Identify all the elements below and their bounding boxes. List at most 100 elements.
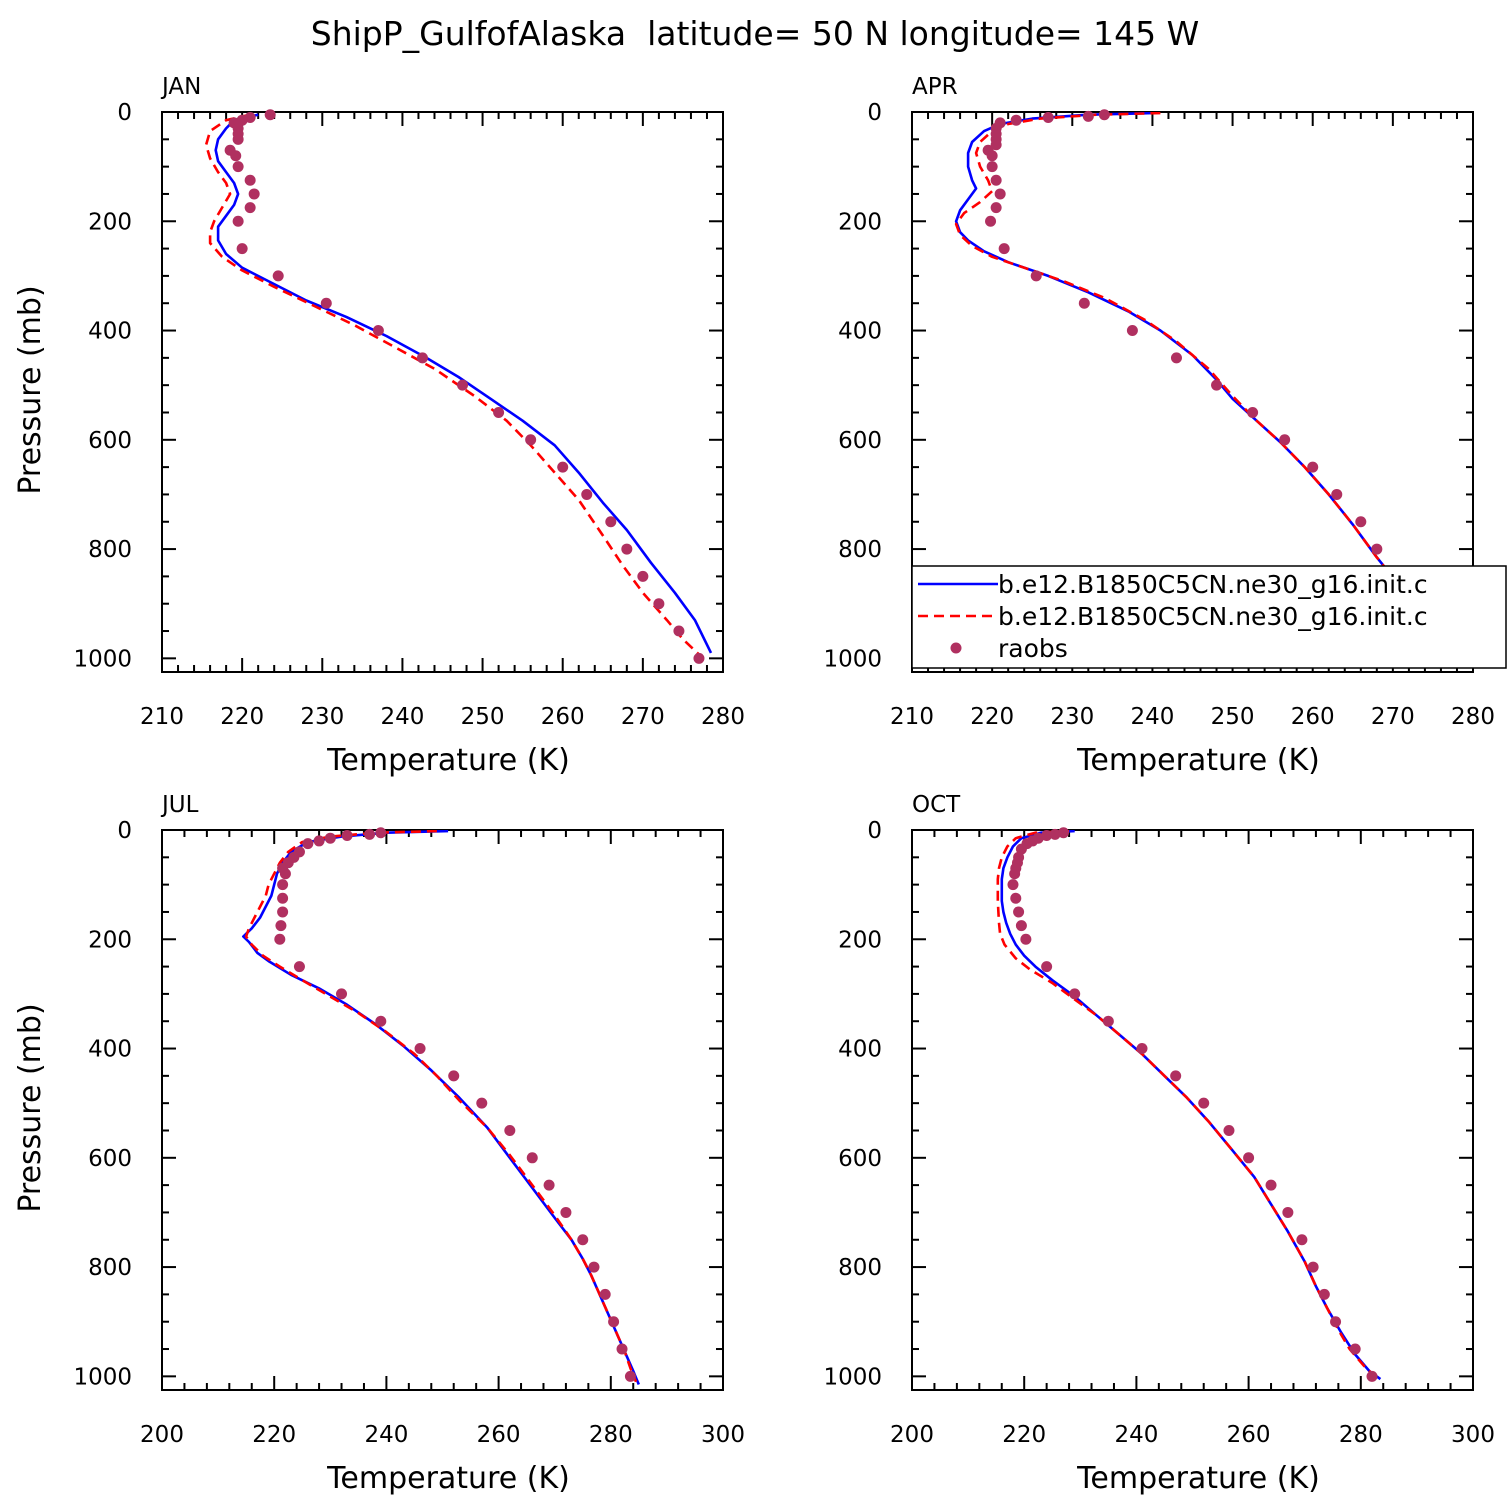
raobs-point [504,1124,516,1136]
raobs-point [1057,827,1069,839]
raobs-point [990,202,1002,214]
panel-title: JAN [160,74,201,100]
y-tick-label: 600 [88,1146,132,1172]
y-tick-label: 1000 [823,1364,882,1390]
y-tick-label: 200 [838,927,882,953]
raobs-point [526,1152,538,1164]
raobs-point [302,838,314,850]
y-tick-label: 800 [88,1255,132,1281]
raobs-point [605,516,617,528]
raobs-point [1223,1124,1235,1136]
raobs-point [1069,988,1081,1000]
raobs-point [998,243,1010,255]
x-axis-title: Temperature (K) [326,743,570,778]
y-tick-label: 600 [838,1146,882,1172]
x-tick-label: 280 [1339,1422,1383,1448]
legend: b.e12.B1850C5CN.ne30_g16.init.c b.e12.B18… [911,565,1507,669]
raobs-point [1349,1343,1361,1355]
plot-frame [911,111,1474,673]
raobs-point [1198,1097,1210,1109]
raobs-point [244,174,256,186]
raobs-point [414,1043,426,1055]
raobs-point [1082,110,1094,122]
y-tick-label: 400 [88,319,132,345]
raobs-point [990,174,1002,186]
raobs-point [375,827,387,839]
y-tick-label: 1000 [823,646,882,672]
raobs-point [986,150,998,162]
raobs-point [244,202,256,214]
raobs-point [1030,270,1042,282]
raobs-point [1049,828,1061,840]
raobs-point [1010,892,1022,904]
x-tick-label: 280 [589,1422,633,1448]
raobs-point [653,598,665,610]
x-tick-label: 260 [541,704,585,730]
raobs-point [457,379,469,391]
y-tick-label: 200 [88,209,132,235]
x-axis-title: Temperature (K) [326,1461,570,1496]
raobs-point [525,434,537,446]
raobs-point [232,215,244,227]
x-tick-label: 220 [252,1422,296,1448]
raobs-point [1170,1070,1182,1082]
raobs-point [1041,961,1053,973]
raobs-point [1307,1261,1319,1273]
raobs-point [277,906,289,918]
x-tick-label: 210 [140,704,184,730]
raobs-point [1042,111,1054,123]
y-tick-label: 800 [838,1255,882,1281]
x-tick-label: 240 [1130,704,1174,730]
raobs-point [637,570,649,582]
raobs-point [277,879,289,891]
legend-box [911,565,1507,669]
raobs-point [375,1015,387,1027]
raobs-point [248,188,260,200]
raobs-point [1331,488,1343,500]
x-tick-label: 300 [1451,1422,1495,1448]
raobs-point [985,215,997,227]
raobs-point [1282,1206,1294,1218]
model-a-line [214,113,713,654]
raobs-point [274,933,286,945]
raobs-point [1007,879,1019,891]
raobs-point [1366,1370,1378,1382]
raobs-point [1136,1043,1148,1055]
panel-oct: 200 220 240 260 280 300 0 200 400 600 800 1000 Tempe… [823,792,1495,1496]
raobs-point [1355,516,1367,528]
x-tick-label: 250 [1211,704,1255,730]
y-axis-title: Pressure (mb) [13,285,48,494]
raobs-point [588,1261,600,1273]
raobs-point [1102,1015,1114,1027]
y-tick-label: 600 [88,428,132,454]
raobs-point [277,892,289,904]
raobs-point [1010,114,1022,126]
x-tick-label: 260 [477,1422,521,1448]
raobs-point [364,828,376,840]
x-tick-label: 220 [1002,1422,1046,1448]
raobs-point [324,832,336,844]
raobs-point [476,1097,488,1109]
raobs-point [1015,920,1027,932]
raobs-point [1041,829,1053,841]
raobs-point [1296,1234,1308,1246]
raobs-point [293,961,305,973]
raobs-point [1020,933,1032,945]
raobs-point [341,829,353,841]
raobs-point [1170,352,1182,364]
legend-label: raobs [998,634,1068,663]
x-tick-label: 250 [461,704,505,730]
raobs-point [543,1179,555,1191]
raobs-point [448,1070,460,1082]
raobs-point [1126,325,1138,337]
x-tick-label: 210 [890,704,934,730]
x-tick-label: 220 [970,704,1014,730]
raobs-point [264,109,276,121]
raobs-point [986,161,998,173]
model-b-line [204,113,704,660]
raobs-point [272,270,284,282]
y-tick-label: 0 [117,100,132,126]
raobs-point [621,543,633,555]
x-tick-label: 300 [701,1422,745,1448]
